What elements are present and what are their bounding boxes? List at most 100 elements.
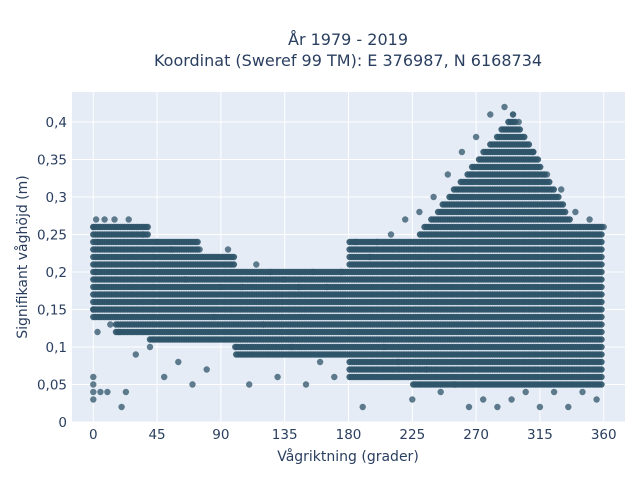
data-point: [522, 388, 529, 396]
data-point: [125, 216, 132, 223]
band-point: [598, 358, 605, 366]
data-point: [146, 343, 154, 351]
x-tick-label: 135: [272, 427, 298, 443]
y-tick-label: 0,3: [46, 190, 67, 206]
data-point: [529, 148, 536, 156]
data-point: [536, 403, 544, 411]
y-axis-ticks: 0 0,05 0,1 0,15 0,2 0,25 0,3 0,35 0,4: [37, 115, 67, 431]
y-tick-label: 0,05: [37, 378, 67, 394]
data-point: [210, 313, 217, 321]
data-point: [430, 193, 437, 201]
x-axis-label: Vågriktning (grader): [277, 448, 419, 465]
data-point: [260, 321, 267, 328]
data-point: [281, 276, 288, 283]
band-point: [598, 343, 605, 351]
data-point: [94, 328, 101, 336]
data-point: [92, 216, 100, 223]
data-point: [593, 396, 600, 403]
data-point: [579, 388, 586, 396]
band-point: [230, 261, 238, 268]
band-point: [598, 336, 605, 343]
y-tick-label: 0,25: [37, 228, 67, 244]
y-tick-label: 0,4: [46, 115, 67, 131]
data-point: [302, 381, 310, 388]
data-point: [444, 171, 451, 178]
band-point: [598, 328, 605, 336]
band-point: [598, 351, 605, 358]
data-point: [168, 246, 175, 253]
y-tick-label: 0,35: [37, 153, 67, 169]
data-point: [508, 396, 515, 403]
data-point: [90, 396, 97, 403]
data-point: [115, 328, 123, 336]
data-point: [565, 403, 572, 411]
y-axis-label: Signifikant våghöjd (m): [14, 175, 31, 338]
x-tick-label: 180: [336, 427, 362, 443]
data-point: [111, 216, 118, 223]
data-point: [107, 321, 114, 328]
data-point: [600, 223, 607, 231]
x-axis-ticks: 0 45 90 135 180 225 270 315 360: [89, 427, 617, 443]
data-point: [572, 208, 579, 216]
band-point: [194, 238, 201, 246]
band-point: [555, 193, 562, 201]
data-point: [501, 103, 508, 111]
band-point: [230, 253, 238, 261]
data-point: [416, 208, 423, 216]
data-point: [437, 388, 444, 396]
data-point: [239, 283, 246, 291]
data-point: [175, 358, 182, 366]
band-point: [144, 231, 151, 238]
chart-title: År 1979 - 2019: [288, 30, 408, 49]
data-point: [331, 373, 338, 381]
band-point: [550, 186, 557, 193]
band-point: [598, 321, 605, 328]
data-point: [104, 388, 111, 396]
band-point: [598, 381, 605, 388]
data-point: [324, 283, 331, 291]
data-point: [515, 118, 522, 126]
data-point: [387, 231, 395, 238]
data-point: [423, 366, 430, 373]
band-point: [598, 366, 605, 373]
data-point: [487, 111, 494, 118]
data-point: [359, 403, 366, 411]
band-point: [598, 313, 605, 321]
data-point: [161, 373, 168, 381]
y-tick-label: 0: [58, 415, 67, 431]
y-tick-label: 0,2: [46, 265, 67, 281]
data-point: [558, 186, 565, 193]
data-point: [189, 381, 196, 388]
data-point: [139, 231, 147, 238]
data-point: [92, 268, 100, 276]
data-point: [94, 238, 101, 246]
band-point: [598, 231, 605, 238]
x-tick-label: 225: [399, 427, 425, 443]
band-point: [521, 133, 528, 141]
y-tick-label: 0,15: [37, 303, 67, 319]
band-point: [598, 268, 605, 276]
y-tick-label: 0,1: [46, 340, 67, 356]
band-point: [559, 201, 567, 208]
x-tick-label: 90: [212, 427, 229, 443]
data-point: [97, 388, 104, 396]
data-point: [394, 358, 402, 366]
band-point: [598, 261, 605, 268]
data-point: [309, 268, 317, 276]
data-point: [465, 403, 473, 411]
data-point: [472, 133, 480, 141]
data-point: [288, 343, 295, 351]
data-point: [316, 358, 324, 366]
data-point: [203, 366, 210, 373]
data-point: [345, 328, 352, 336]
data-point: [373, 238, 381, 246]
x-tick-label: 270: [463, 427, 489, 443]
data-point: [118, 403, 125, 411]
x-tick-label: 315: [527, 427, 553, 443]
data-point: [494, 403, 501, 411]
band-point: [598, 276, 605, 283]
data-point: [267, 268, 274, 276]
data-point: [550, 388, 558, 396]
data-point: [543, 171, 551, 178]
